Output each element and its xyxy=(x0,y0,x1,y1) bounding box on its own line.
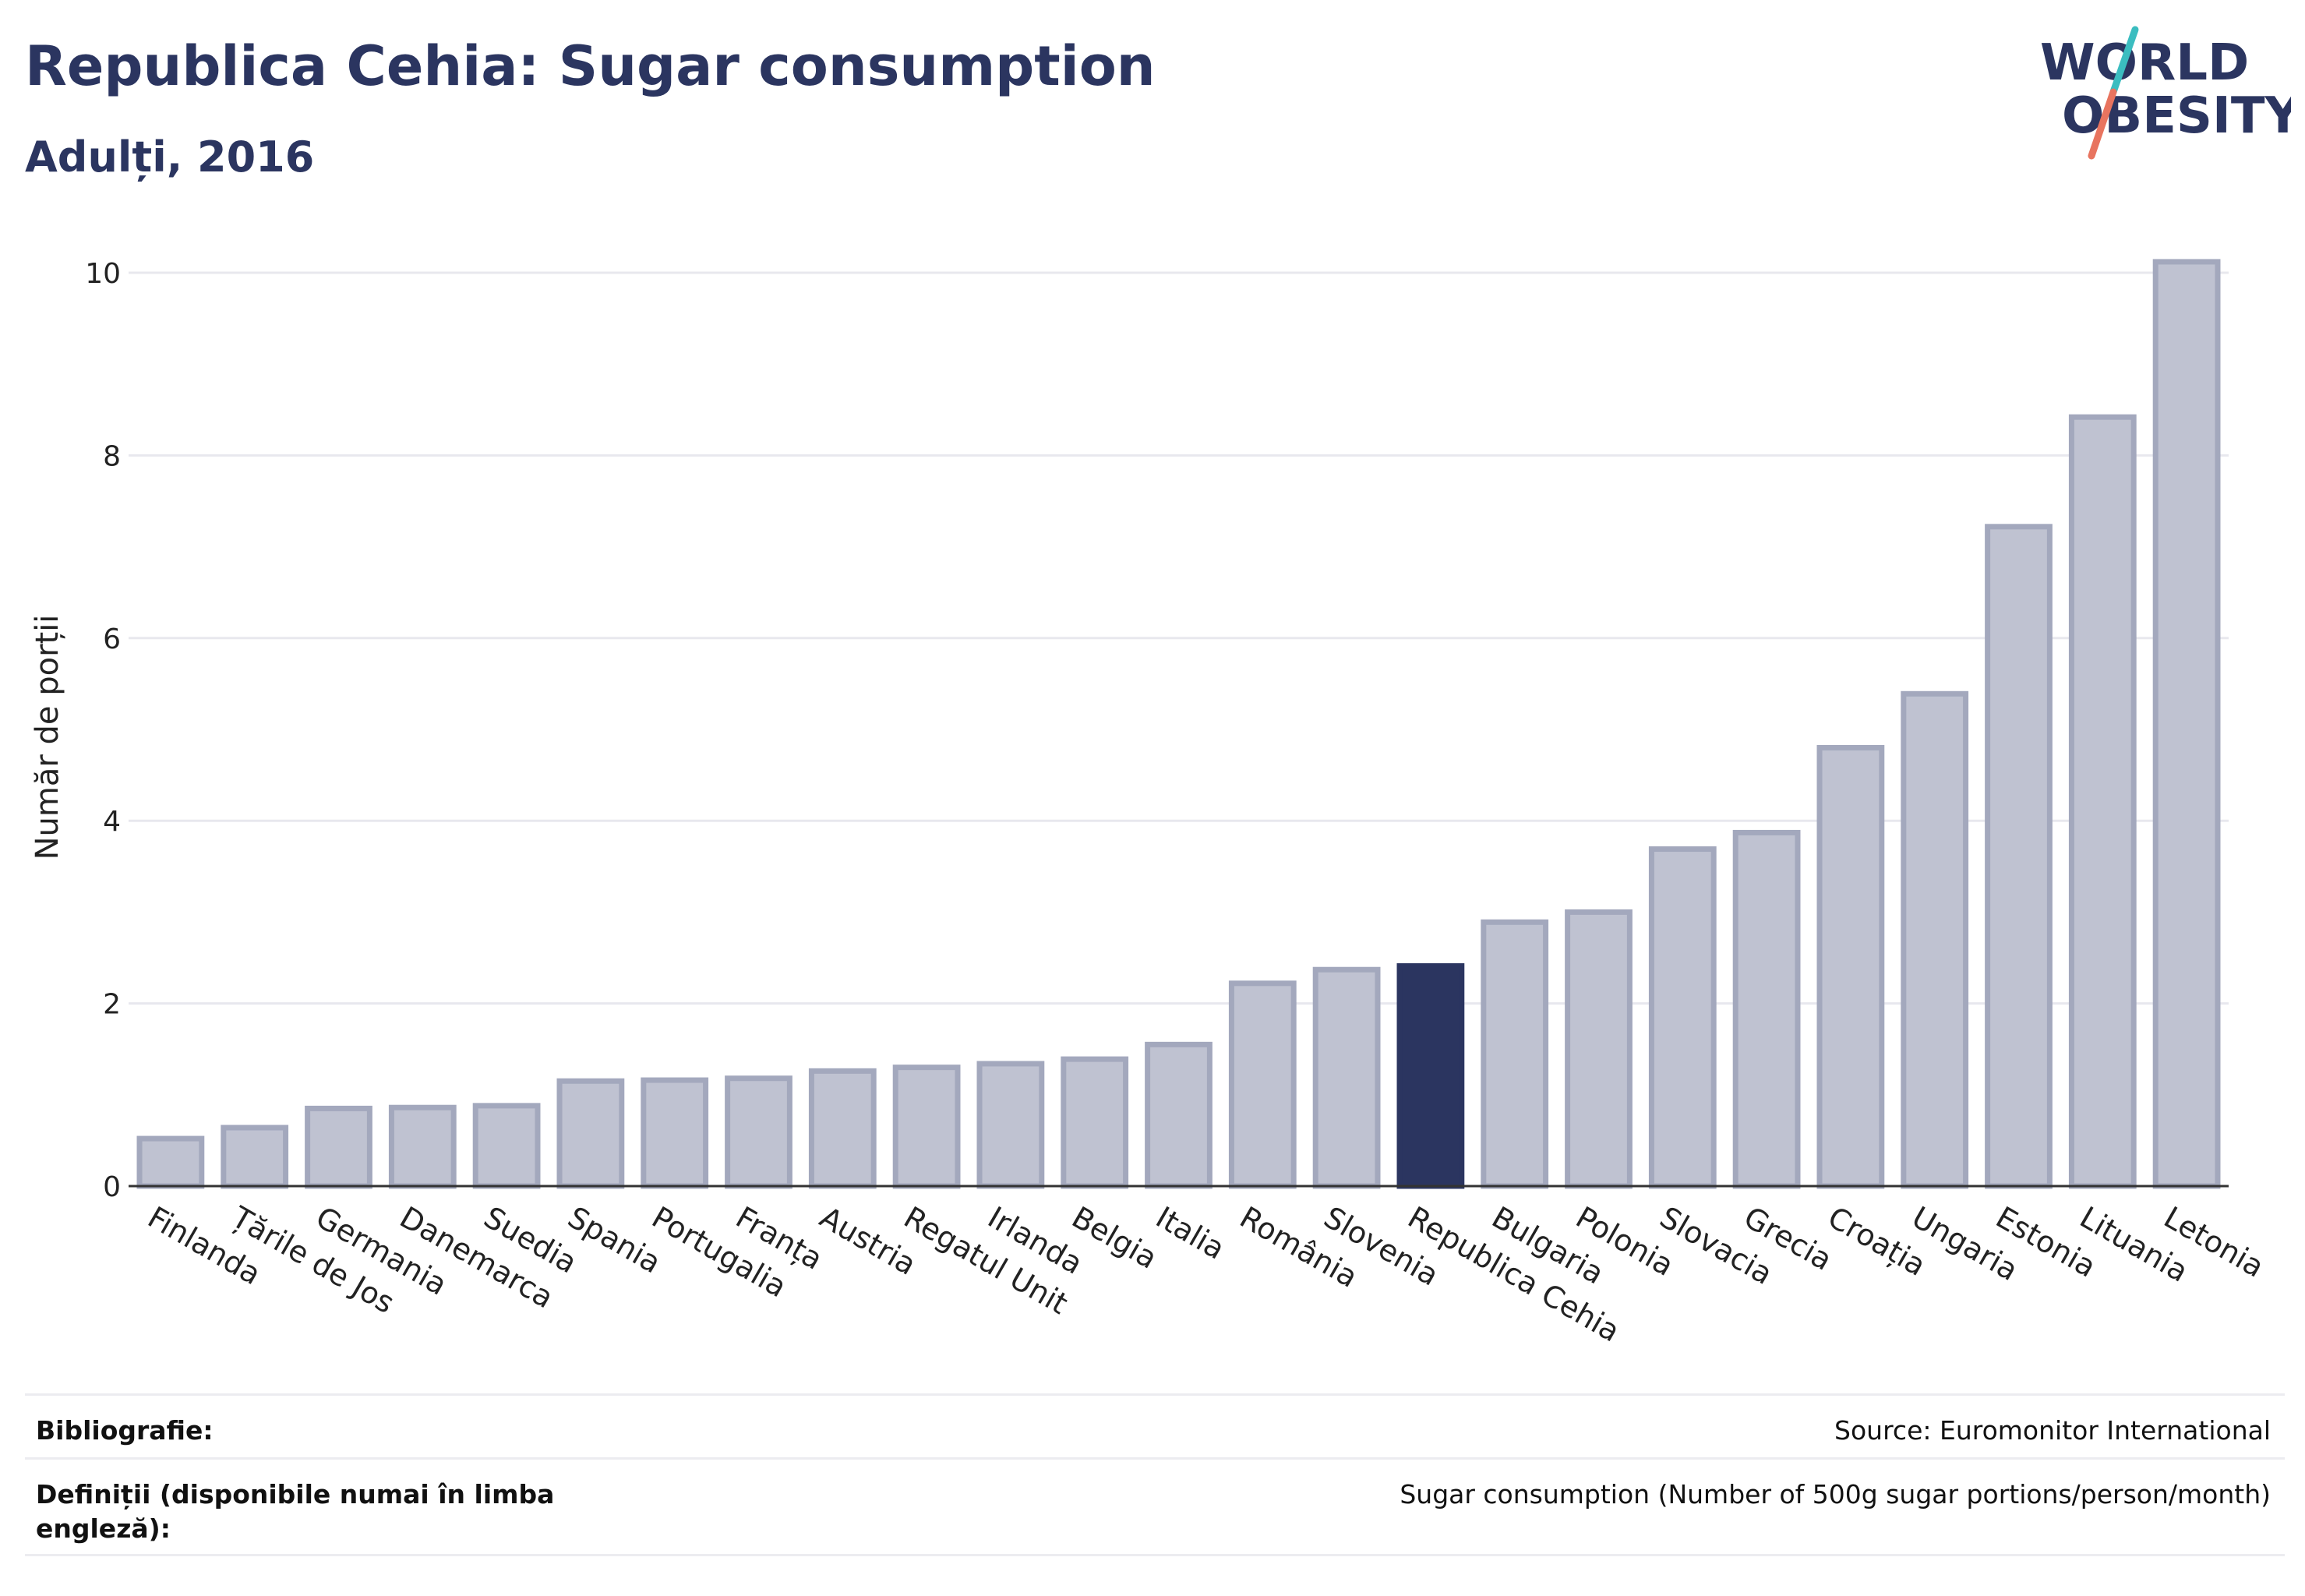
y-tick-label: 6 xyxy=(103,623,121,655)
y-tick-label: 8 xyxy=(103,440,121,472)
bar xyxy=(1565,909,1633,1189)
bar-highlight xyxy=(1396,963,1465,1189)
bar xyxy=(1228,980,1297,1189)
bar xyxy=(1816,744,1885,1189)
footer-divider-middle xyxy=(25,1457,2285,1460)
chart-title: Republica Cehia: Sugar consumption xyxy=(25,34,1156,98)
bar xyxy=(2068,414,2137,1189)
bibliography-label: Bibliografie: xyxy=(36,1415,214,1446)
bar xyxy=(2152,259,2221,1189)
bar xyxy=(1732,829,1801,1189)
definitions-label: Definiții (disponibile numai în limba en… xyxy=(36,1479,555,1544)
bar xyxy=(1145,1041,1213,1189)
y-tick-labels: 0 2 4 6 8 10 xyxy=(85,258,121,1203)
bar xyxy=(221,1125,289,1189)
bars xyxy=(136,259,2221,1189)
logo-text-world: WORLD xyxy=(2040,34,2249,92)
world-obesity-logo: WORLD OBESITY xyxy=(2040,26,2291,160)
y-tick-label: 4 xyxy=(103,806,121,838)
bar xyxy=(1481,919,1549,1189)
bar xyxy=(976,1061,1045,1189)
x-tick-label: Austria xyxy=(814,1200,922,1282)
footer-divider-bottom xyxy=(25,1554,2285,1556)
y-tick-label: 10 xyxy=(85,258,121,290)
x-tick-label: Spania xyxy=(562,1200,666,1280)
bar xyxy=(1901,690,1969,1189)
x-tick-label: Croația xyxy=(1822,1200,1931,1283)
y-tick-label: 0 xyxy=(103,1171,121,1203)
bar xyxy=(725,1075,792,1189)
bar xyxy=(136,1135,205,1189)
definitions-value: Sugar consumption (Number of 500g sugar … xyxy=(1400,1479,2271,1509)
bar xyxy=(1061,1056,1129,1189)
y-axis-label: Număr de porții xyxy=(30,615,65,860)
logo-slash-coral xyxy=(2088,88,2117,160)
footer-divider-top xyxy=(25,1393,2285,1396)
x-tick-label: Italia xyxy=(1150,1200,1230,1266)
bar xyxy=(1648,846,1717,1189)
bar xyxy=(305,1105,372,1189)
bar xyxy=(1312,966,1381,1189)
bar xyxy=(641,1077,709,1189)
bar xyxy=(808,1068,877,1189)
bar xyxy=(388,1104,457,1189)
chart-subtitle: Adulți, 2016 xyxy=(25,132,315,182)
y-tick-label: 2 xyxy=(103,989,121,1021)
bar xyxy=(892,1065,961,1189)
bar xyxy=(556,1078,625,1189)
logo-slash-teal xyxy=(2109,26,2139,96)
bar xyxy=(1985,524,2053,1189)
bar xyxy=(472,1103,541,1189)
bibliography-value: Source: Euromonitor International xyxy=(1834,1415,2271,1446)
